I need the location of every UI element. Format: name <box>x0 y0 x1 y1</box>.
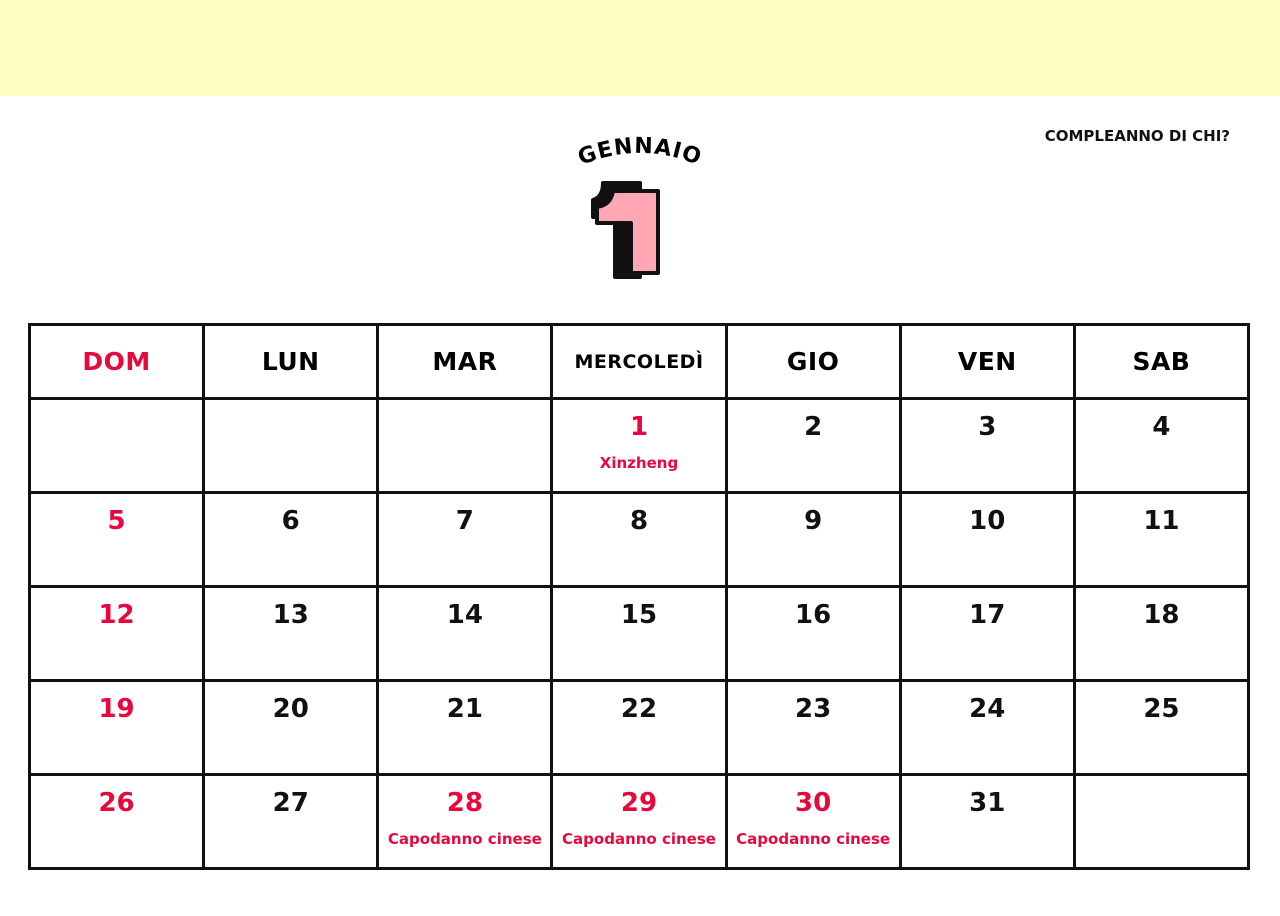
day-cell[interactable] <box>376 397 554 494</box>
weekday-header-row: DOM LUN MAR MERCOLEDÌ GIO VEN SAB <box>27 323 1251 400</box>
day-cell[interactable]: 13 <box>202 585 380 682</box>
weekday-sab: SAB <box>1072 323 1251 400</box>
day-cell[interactable]: 17 <box>898 585 1076 682</box>
day-number: 15 <box>620 600 658 630</box>
day-cell[interactable]: 12 <box>27 585 206 682</box>
week-row: 19 20 21 22 23 24 25 <box>27 679 1251 776</box>
month-number-graphic <box>591 181 660 279</box>
day-cell[interactable]: 7 <box>376 491 554 588</box>
birthday-label: COMPLEANNO DI CHI? <box>1044 127 1230 145</box>
weekday-dom: DOM <box>27 323 206 400</box>
day-cell[interactable] <box>27 397 206 494</box>
holiday-label: Capodanno cinese <box>736 830 891 848</box>
day-cell[interactable]: 10 <box>898 491 1076 588</box>
weekday-gio: GIO <box>724 323 902 400</box>
day-cell[interactable]: 5 <box>27 491 206 588</box>
day-cell[interactable]: 30 Capodanno cinese <box>724 773 902 870</box>
day-cell[interactable]: 26 <box>27 773 206 870</box>
day-number: 29 <box>620 788 658 818</box>
day-cell[interactable]: 31 <box>898 773 1076 870</box>
weekday-ven: VEN <box>898 323 1076 400</box>
day-number: 11 <box>1143 506 1180 536</box>
day-number: 12 <box>98 600 135 630</box>
day-cell[interactable]: 24 <box>898 679 1076 776</box>
day-number: 16 <box>795 600 832 630</box>
day-number: 19 <box>98 694 135 724</box>
day-number: 4 <box>1152 412 1171 442</box>
day-cell[interactable]: 4 <box>1072 397 1251 494</box>
day-number: 5 <box>107 506 126 536</box>
day-number: 18 <box>1143 600 1180 630</box>
day-cell[interactable]: 28 Capodanno cinese <box>376 773 554 870</box>
day-cell[interactable]: 6 <box>202 491 380 588</box>
day-cell[interactable]: 20 <box>202 679 380 776</box>
day-cell[interactable]: 1 Xinzheng <box>550 397 728 494</box>
day-cell[interactable]: 22 <box>550 679 728 776</box>
day-number: 9 <box>804 506 823 536</box>
calendar-grid: DOM LUN MAR MERCOLEDÌ GIO VEN SAB 1 Xinzheng 2 3 4… <box>27 323 1251 870</box>
day-cell[interactable] <box>202 397 380 494</box>
week-row: 1 Xinzheng 2 3 4 <box>27 397 1251 494</box>
day-number: 20 <box>272 694 309 724</box>
top-banner <box>0 0 1280 96</box>
week-row: 5 6 7 8 9 10 11 <box>27 491 1251 588</box>
day-cell[interactable]: 8 <box>550 491 728 588</box>
week-row: 26 27 28 Capodanno cinese 29 Capodanno cinese… <box>27 773 1251 870</box>
day-cell[interactable]: 21 <box>376 679 554 776</box>
holiday-label: Capodanno cinese <box>387 830 542 848</box>
weekday-mar: MAR <box>376 323 554 400</box>
day-cell[interactable]: 25 <box>1072 679 1251 776</box>
day-number: 25 <box>1143 694 1180 724</box>
day-cell[interactable]: 27 <box>202 773 380 870</box>
day-number: 30 <box>795 788 832 818</box>
day-cell[interactable]: 2 <box>724 397 902 494</box>
day-number: 27 <box>272 788 309 818</box>
day-number: 31 <box>969 788 1006 818</box>
day-cell[interactable] <box>1072 773 1251 870</box>
day-number: 28 <box>446 788 483 818</box>
day-cell[interactable]: 15 <box>550 585 728 682</box>
day-number: 21 <box>446 694 483 724</box>
day-cell[interactable]: 19 <box>27 679 206 776</box>
week-row: 12 13 14 15 16 17 18 <box>27 585 1251 682</box>
day-number: 17 <box>969 600 1006 630</box>
day-cell[interactable]: 11 <box>1072 491 1251 588</box>
day-number: 23 <box>795 694 832 724</box>
weekday-mercoledì: MERCOLEDÌ <box>550 323 728 400</box>
holiday-label: Capodanno cinese <box>562 830 716 848</box>
holiday-label: Xinzheng <box>599 454 679 472</box>
day-number: 13 <box>272 600 309 630</box>
day-number: 10 <box>969 506 1006 536</box>
day-cell[interactable]: 23 <box>724 679 902 776</box>
day-number: 8 <box>629 506 649 536</box>
day-cell[interactable]: 29 Capodanno cinese <box>550 773 728 870</box>
day-cell[interactable]: 18 <box>1072 585 1251 682</box>
day-number: 7 <box>455 506 474 536</box>
day-number: 2 <box>804 412 823 442</box>
day-cell[interactable]: 14 <box>376 585 554 682</box>
day-number: 6 <box>281 506 300 536</box>
day-cell[interactable]: 3 <box>898 397 1076 494</box>
month-name: GENNAIO <box>575 134 704 171</box>
day-number: 22 <box>620 694 658 724</box>
day-number: 14 <box>446 600 483 630</box>
day-cell[interactable]: 16 <box>724 585 902 682</box>
day-number: 26 <box>98 788 135 818</box>
day-cell[interactable]: 9 <box>724 491 902 588</box>
day-number: 24 <box>969 694 1006 724</box>
day-number: 1 <box>629 412 649 442</box>
day-number: 3 <box>978 412 997 442</box>
weekday-lun: LUN <box>202 323 380 400</box>
